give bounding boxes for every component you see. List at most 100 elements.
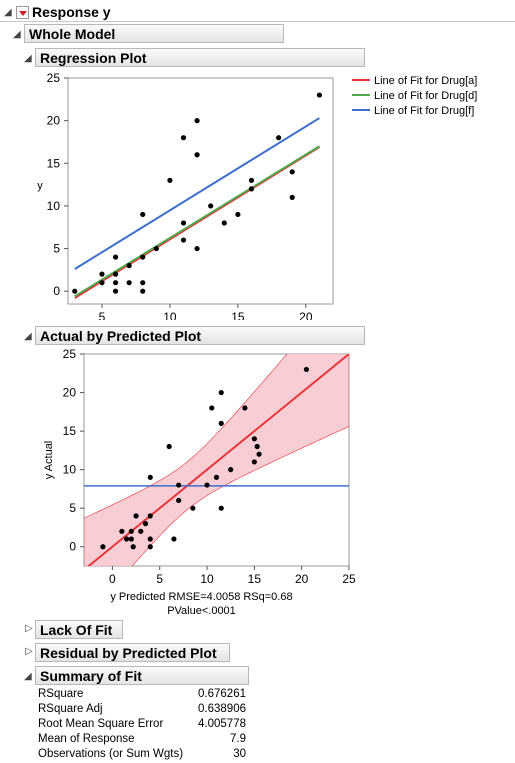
data-point — [119, 528, 125, 534]
fit-row-observations: Observations (or Sum Wgts) 30 — [38, 748, 246, 763]
data-point — [194, 152, 200, 158]
data-point — [167, 177, 173, 183]
data-point — [153, 245, 159, 252]
data-point — [176, 497, 182, 504]
data-point — [133, 513, 139, 519]
x-tick-label: 20 — [295, 572, 309, 586]
data-point — [180, 220, 187, 226]
data-point — [218, 389, 224, 396]
data-point — [130, 544, 136, 550]
fit-row-rmse: Root Mean Square Error 4.005778 — [38, 718, 246, 733]
y-tick-label: 25 — [47, 71, 61, 85]
data-point — [248, 177, 255, 183]
fit-value: 7.9 — [230, 733, 246, 745]
fit-row-rsquare: RSquare 0.676261 — [38, 688, 246, 703]
x-tick-label: 25 — [342, 572, 356, 586]
regression-plot-disclosure-icon[interactable]: ◢ — [24, 53, 32, 64]
data-point — [142, 521, 149, 527]
legend-label: Line of Fit for Drug[a] — [374, 75, 477, 87]
data-point — [204, 482, 210, 488]
data-point — [251, 459, 257, 465]
data-point — [112, 280, 119, 286]
data-point — [171, 536, 177, 542]
fit-value: 0.676261 — [198, 688, 246, 700]
fit-label: Observations (or Sum Wgts) — [38, 748, 184, 760]
summary-of-fit-table: RSquare 0.676261 RSquare Adj 0.638906 Root… — [38, 688, 246, 763]
data-point — [123, 536, 130, 542]
x-tick-label: 20 — [299, 310, 313, 320]
data-point — [242, 405, 248, 411]
actual-by-predicted-header[interactable]: Actual by Predicted Plot — [35, 326, 365, 345]
x-tick-label: 10 — [163, 310, 177, 320]
data-point — [316, 92, 323, 98]
whole-model-header[interactable]: Whole Model — [24, 24, 284, 43]
x-tick-label: 5 — [156, 572, 163, 586]
data-point — [194, 245, 200, 252]
y-axis-label: y Actual — [43, 441, 55, 480]
data-point — [256, 451, 262, 457]
data-point — [248, 186, 255, 192]
response-disclosure-icon[interactable]: ◢ — [4, 7, 12, 18]
data-point — [112, 254, 119, 260]
actual-by-predicted-disclosure-icon[interactable]: ◢ — [24, 331, 32, 342]
lack-of-fit-header[interactable]: Lack Of Fit — [35, 620, 123, 639]
data-point — [194, 118, 200, 124]
data-point — [112, 271, 119, 277]
data-point — [254, 443, 260, 450]
fit-value: 30 — [233, 748, 246, 760]
data-point — [218, 505, 224, 511]
data-point — [126, 280, 132, 286]
fit-label: RSquare Adj — [38, 703, 103, 715]
x-tick-label: 5 — [99, 310, 106, 320]
data-point — [303, 366, 310, 373]
data-point — [140, 211, 146, 218]
data-point — [209, 405, 215, 411]
data-point — [289, 169, 295, 175]
legend-label: Line of Fit for Drug[d] — [374, 90, 477, 102]
fit-label: RSquare — [38, 688, 84, 700]
data-point — [128, 528, 134, 534]
plot-area — [84, 354, 349, 566]
y-tick-label: 10 — [63, 463, 77, 477]
summary-of-fit-header[interactable]: Summary of Fit — [35, 666, 249, 685]
data-point — [276, 135, 282, 141]
data-point — [147, 513, 153, 519]
data-point — [166, 443, 172, 450]
y-tick-label: 10 — [47, 199, 61, 213]
fit-row-mean: Mean of Response 7.9 — [38, 733, 246, 748]
fit-line — [74, 145, 320, 298]
whole-model-disclosure-icon[interactable]: ◢ — [13, 29, 21, 40]
y-tick-label: 25 — [63, 347, 77, 361]
data-point — [72, 288, 78, 294]
data-point — [213, 474, 220, 480]
data-point — [147, 474, 153, 480]
data-point — [221, 220, 227, 226]
data-point — [99, 280, 105, 286]
x-axis-label: y Predicted RMSE=4.0058 RSq=0.68 — [110, 591, 292, 603]
summary-of-fit-disclosure-icon[interactable]: ◢ — [24, 671, 32, 682]
divider — [0, 21, 515, 22]
data-point — [218, 420, 224, 426]
data-point — [99, 271, 105, 277]
fit-line — [87, 354, 349, 566]
residual-by-predicted-header[interactable]: Residual by Predicted Plot — [35, 643, 230, 662]
data-point — [138, 528, 144, 534]
red-triangle-menu-icon[interactable] — [16, 6, 29, 19]
lack-of-fit-expand-icon[interactable]: ▷ — [25, 623, 33, 634]
y-tick-label: 5 — [69, 501, 76, 515]
y-tick-label: 15 — [47, 156, 61, 170]
x-tick-label: 10 — [200, 572, 214, 586]
x-axis-sublabel: PValue<.0001 — [167, 605, 236, 616]
fit-value: 0.638906 — [198, 703, 246, 715]
residual-by-predicted-expand-icon[interactable]: ▷ — [25, 646, 33, 657]
regression-plot-header[interactable]: Regression Plot — [35, 48, 365, 67]
data-point — [147, 544, 153, 550]
fit-row-rsquare-adj: RSquare Adj 0.638906 — [38, 703, 246, 718]
data-point — [112, 288, 119, 294]
data-point — [180, 135, 187, 141]
data-point — [228, 467, 234, 473]
data-point — [180, 237, 187, 243]
data-point — [140, 288, 146, 294]
data-point — [251, 436, 257, 442]
fit-line — [74, 117, 320, 270]
